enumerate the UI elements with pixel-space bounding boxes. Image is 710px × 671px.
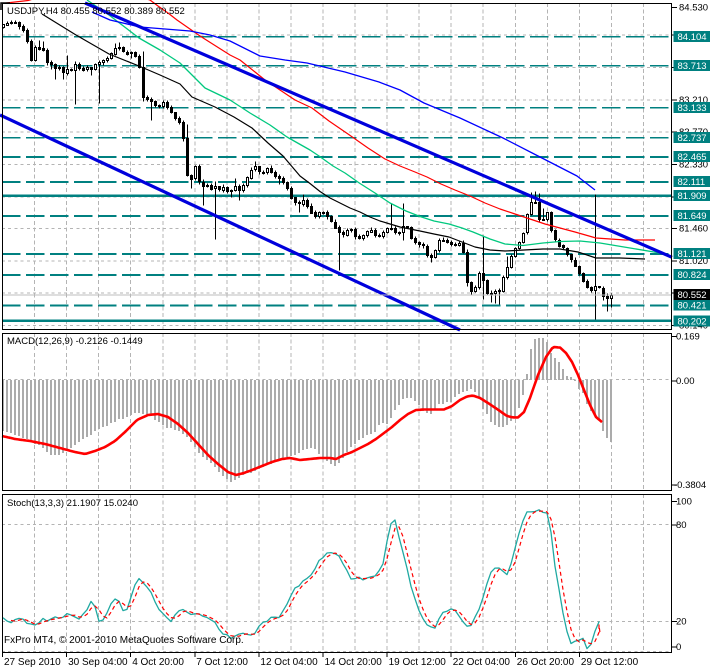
svg-text:81.649: 81.649 <box>678 211 707 222</box>
svg-text:80.421: 80.421 <box>678 300 707 311</box>
svg-text:84.104: 84.104 <box>678 32 707 43</box>
svg-text:81.909: 81.909 <box>678 191 707 202</box>
svg-text:7 Oct 12:00: 7 Oct 12:00 <box>196 657 248 668</box>
svg-text:29 Oct 12:00: 29 Oct 12:00 <box>581 657 639 668</box>
svg-text:20: 20 <box>676 617 687 628</box>
svg-text:0.00: 0.00 <box>676 376 695 387</box>
svg-text:84.530: 84.530 <box>679 3 708 14</box>
svg-text:80.552: 80.552 <box>678 290 707 301</box>
svg-text:30 Sep 04:00: 30 Sep 04:00 <box>68 657 128 668</box>
svg-text:0: 0 <box>676 642 681 653</box>
svg-text:81.020: 81.020 <box>679 256 708 267</box>
svg-text:100: 100 <box>676 496 692 507</box>
svg-text:82.330: 82.330 <box>679 160 708 171</box>
svg-text:MACD(12,26,9) -0.2126 -0.1449: MACD(12,26,9) -0.2126 -0.1449 <box>7 336 143 347</box>
svg-text:83.133: 83.133 <box>678 103 707 114</box>
svg-text:82.465: 82.465 <box>678 152 707 163</box>
svg-text:19 Oct 12:00: 19 Oct 12:00 <box>389 657 447 668</box>
svg-text:80.824: 80.824 <box>678 270 707 281</box>
svg-text:27 Sep 2010: 27 Sep 2010 <box>4 657 61 668</box>
svg-text:22 Oct 04:00: 22 Oct 04:00 <box>453 657 511 668</box>
svg-text:12 Oct 04:00: 12 Oct 04:00 <box>260 657 318 668</box>
svg-text:Stoch(13,3,3) 21.1907 15.0240: Stoch(13,3,3) 21.1907 15.0240 <box>7 498 138 509</box>
svg-text:0.169: 0.169 <box>676 332 700 343</box>
svg-text:82.111: 82.111 <box>678 177 706 188</box>
svg-text:4 Oct 20:00: 4 Oct 20:00 <box>132 657 184 668</box>
svg-text:FxPro MT4, © 2001-2010 MetaQuo: FxPro MT4, © 2001-2010 MetaQuotes Softwa… <box>4 635 244 646</box>
svg-text:USDJPY,H4 80.455 80.552 80.38: USDJPY,H4 80.455 80.552 80.389 80.552 <box>7 6 185 17</box>
svg-text:81.121: 81.121 <box>678 249 707 260</box>
svg-text:-0.3804: -0.3804 <box>674 480 706 491</box>
svg-text:82.737: 82.737 <box>678 133 707 144</box>
svg-text:83.210: 83.210 <box>679 95 708 106</box>
svg-text:81.460: 81.460 <box>679 224 708 235</box>
svg-text:14 Oct 20:00: 14 Oct 20:00 <box>325 657 383 668</box>
svg-text:26 Oct 20:00: 26 Oct 20:00 <box>517 657 575 668</box>
svg-text:80.202: 80.202 <box>678 316 707 327</box>
svg-text:80: 80 <box>676 520 687 531</box>
svg-text:83.713: 83.713 <box>678 61 707 72</box>
